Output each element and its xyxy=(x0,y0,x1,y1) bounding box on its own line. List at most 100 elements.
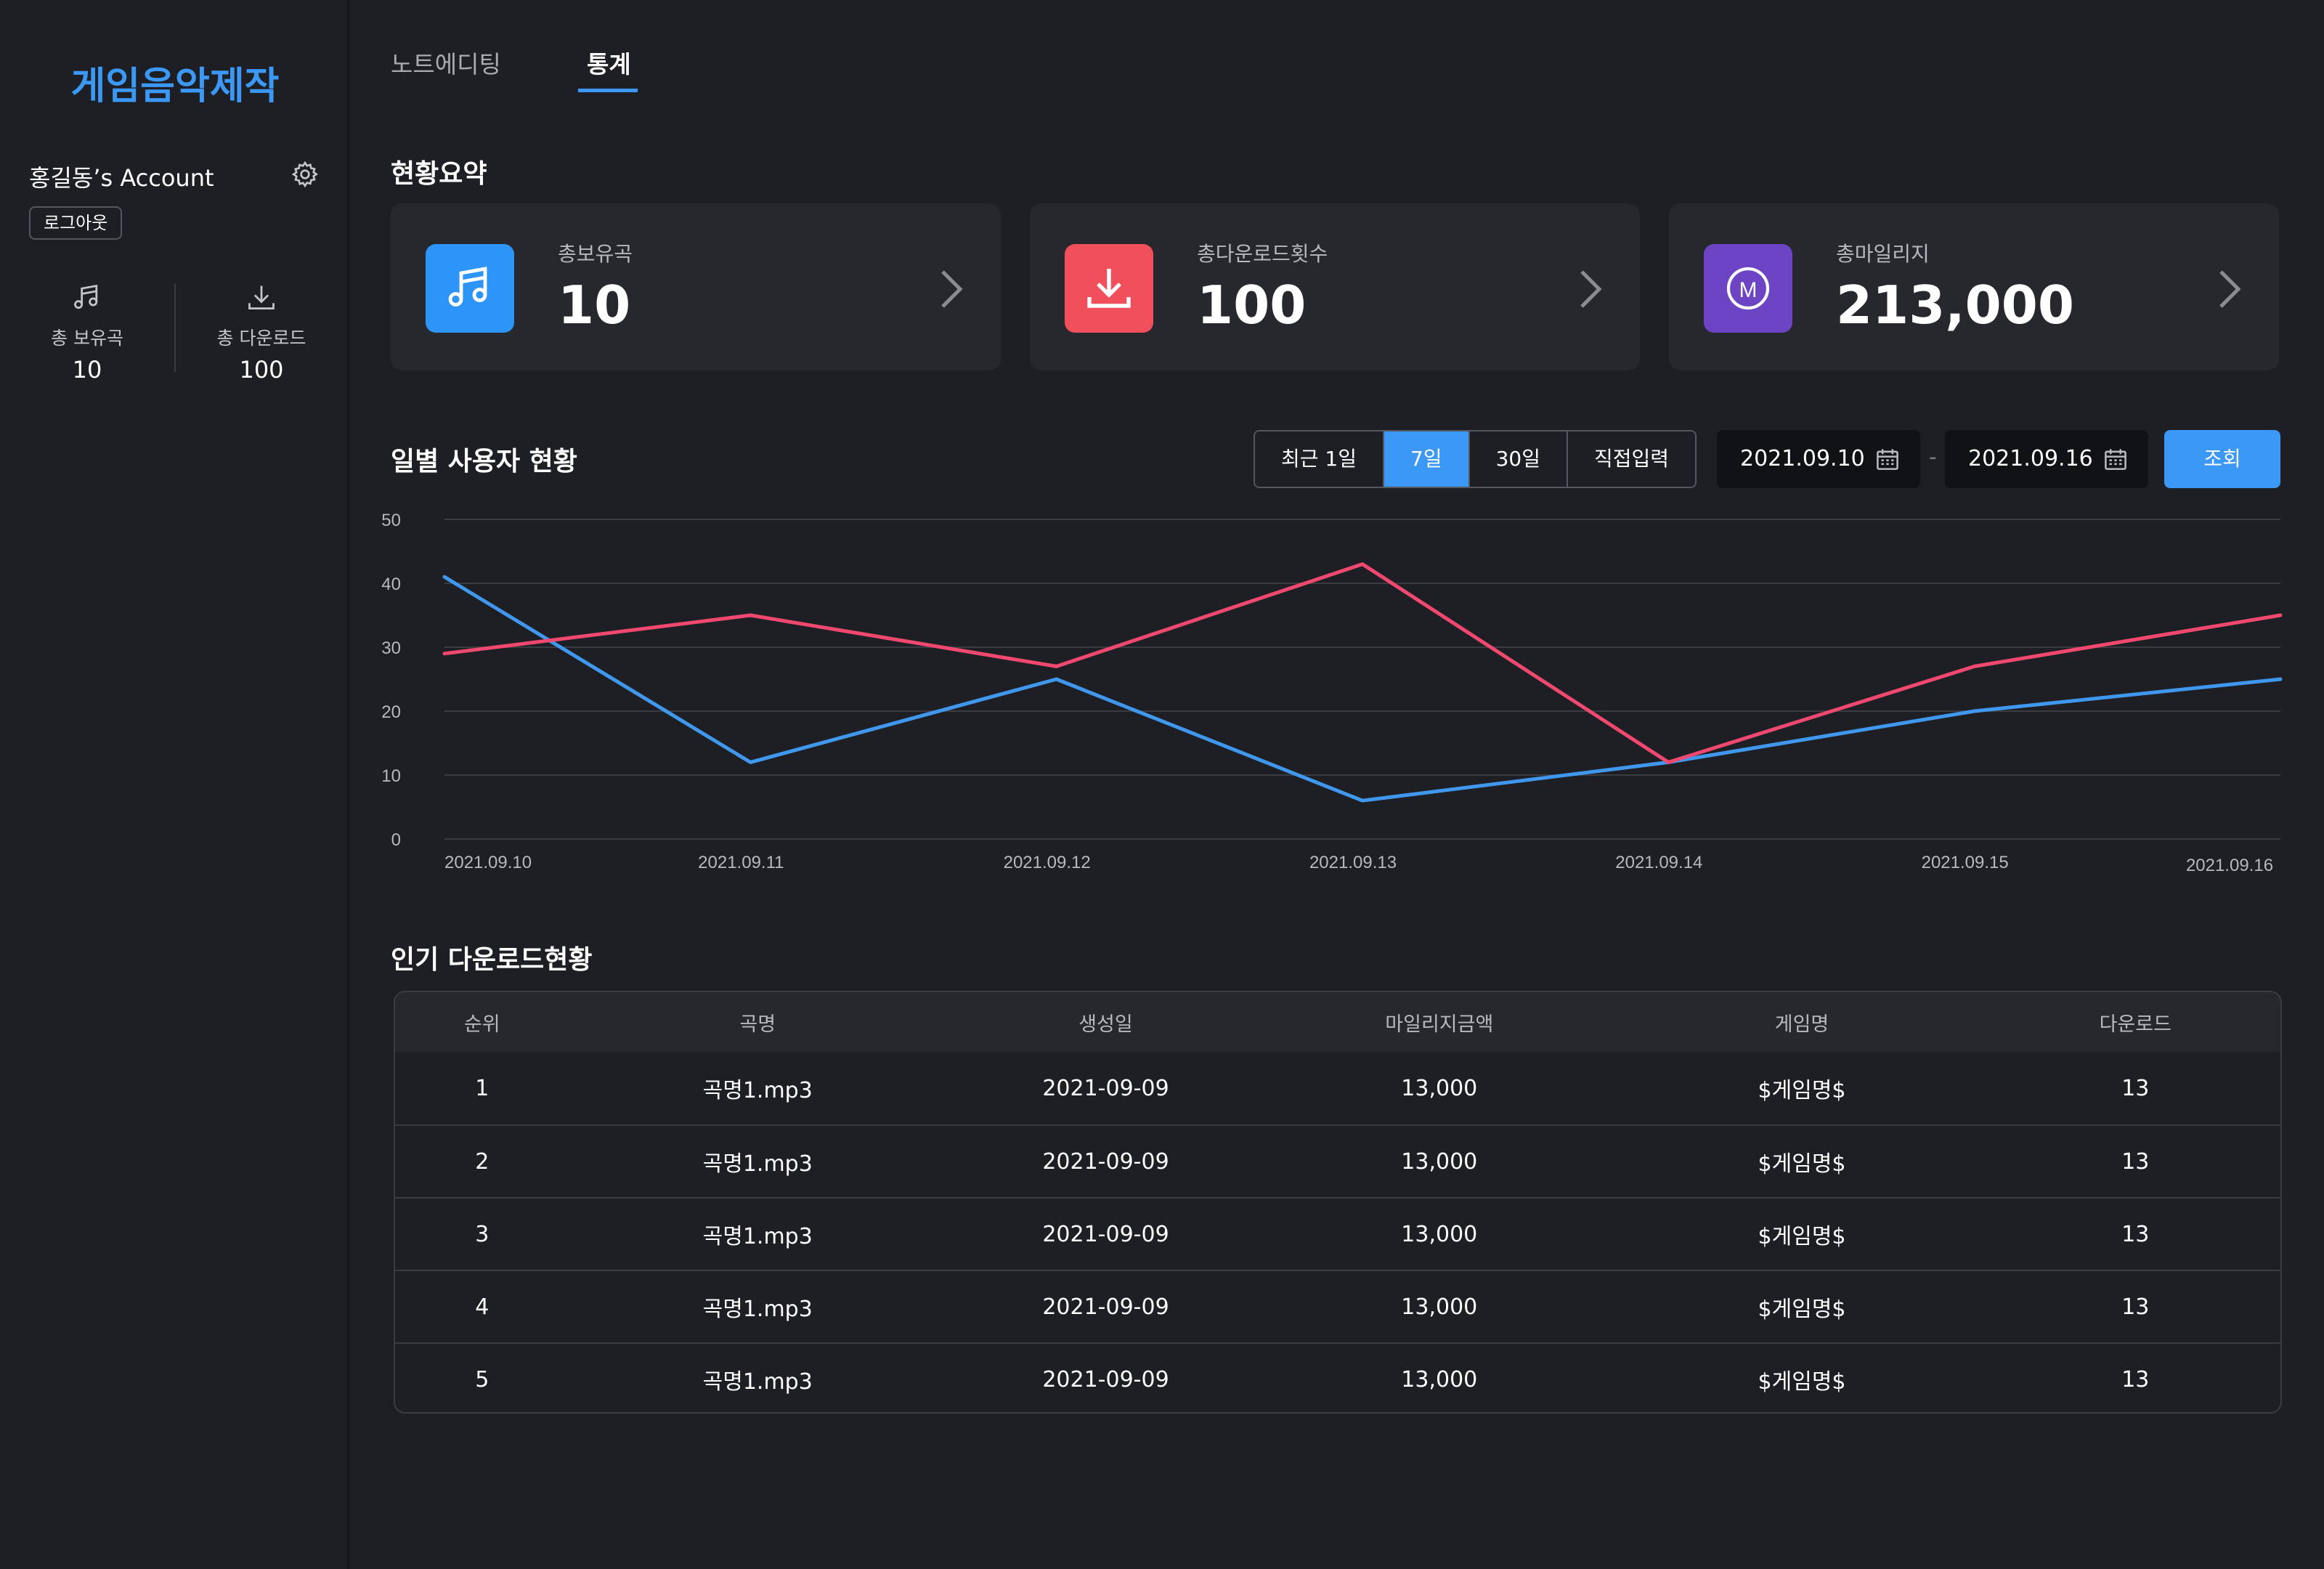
summary-card-downloads[interactable]: 총다운로드횟수 100 xyxy=(1030,203,1640,370)
range-7d-button[interactable]: 7일 xyxy=(1384,431,1470,487)
download-icon xyxy=(1065,244,1153,333)
x-tick-label: 2021.09.16 xyxy=(2186,856,2273,875)
calendar-icon[interactable] xyxy=(2103,446,2128,472)
daily-title: 일별 사용자 현황 xyxy=(391,447,577,477)
table-row[interactable]: 2 곡명1.mp3 2021-09-09 13,000 $게임명$ 13 xyxy=(395,1124,2280,1197)
date-to-input[interactable]: 2021.09.16 xyxy=(1945,430,2148,488)
active-tab-indicator xyxy=(578,89,638,92)
cell-game: $게임명$ xyxy=(1758,1224,1846,1249)
x-tick-label: 2021.09.14 xyxy=(1615,853,1702,872)
card-value: 10 xyxy=(558,275,631,336)
date-from-input[interactable]: 2021.09.10 xyxy=(1717,430,1920,488)
cell-downloads: 13 xyxy=(2121,1366,2150,1392)
x-tick-label: 2021.09.15 xyxy=(1922,853,2009,872)
column-header-rank: 순위 xyxy=(463,1013,500,1036)
cell-created: 2021-09-09 xyxy=(1042,1366,1169,1392)
summary-title: 현황요약 xyxy=(391,159,487,189)
series-line-2 xyxy=(442,562,2283,764)
series-line-1 xyxy=(442,575,2283,803)
cell-created: 2021-09-09 xyxy=(1042,1075,1169,1101)
cell-song: 곡명1.mp3 xyxy=(702,1224,813,1249)
table-row[interactable]: 1 곡명1.mp3 2021-09-09 13,000 $게임명$ 13 xyxy=(395,1052,2280,1124)
query-button[interactable]: 조회 xyxy=(2164,430,2280,488)
music-note-icon xyxy=(426,244,514,333)
cell-rank: 4 xyxy=(475,1294,489,1320)
cell-rank: 3 xyxy=(475,1221,489,1247)
chevron-right-icon[interactable] xyxy=(937,269,966,309)
range-selector: 최근 1일 7일 30일 직접입력 xyxy=(1254,430,1697,488)
cell-rank: 2 xyxy=(475,1148,489,1175)
tab-note-editing[interactable]: 노트에디팅 xyxy=(391,50,501,78)
cell-game: $게임명$ xyxy=(1758,1369,1846,1395)
sidebar-stat-value: 10 xyxy=(72,356,102,384)
date-to-value: 2021.09.16 xyxy=(1968,446,2093,471)
cell-downloads: 13 xyxy=(2121,1221,2150,1247)
chevron-right-icon[interactable] xyxy=(2215,269,2244,309)
sidebar-stat-songs: 총 보유곡 10 xyxy=(15,282,160,384)
app-logo[interactable]: 게임음악제작 xyxy=(70,65,280,108)
x-tick-label: 2021.09.10 xyxy=(444,853,532,872)
column-header-song: 곡명 xyxy=(739,1013,776,1036)
cell-mileage: 13,000 xyxy=(1401,1366,1478,1392)
x-tick-label: 2021.09.12 xyxy=(1004,853,1091,872)
popular-downloads-table: 순위 곡명 생성일 마일리지금액 게임명 다운로드 1 곡명1.mp3 2021-0… xyxy=(394,991,2282,1414)
summary-card-songs[interactable]: 총보유곡 10 xyxy=(391,203,1001,370)
card-label: 총마일리지 xyxy=(1836,242,1930,266)
sidebar: 게임음악제작 홍길동’s Account 로그아웃 총 보유곡 10 총 다운로… xyxy=(0,0,350,1569)
y-tick-label: 40 xyxy=(381,575,401,594)
cell-game: $게임명$ xyxy=(1758,1151,1846,1177)
y-tick-label: 30 xyxy=(381,638,401,658)
card-label: 총다운로드횟수 xyxy=(1197,242,1328,266)
music-note-icon xyxy=(74,284,98,309)
table-row[interactable]: 5 곡명1.mp3 2021-09-09 13,000 $게임명$ 13 xyxy=(395,1342,2280,1412)
range-30d-button[interactable]: 30일 xyxy=(1469,431,1568,487)
account-name: 홍길동’s Account xyxy=(29,164,214,192)
sidebar-stat-downloads: 총 다운로드 100 xyxy=(189,282,334,384)
cell-game: $게임명$ xyxy=(1758,1078,1846,1103)
svg-text:M: M xyxy=(1739,278,1758,302)
cell-mileage: 13,000 xyxy=(1401,1294,1478,1320)
table-body: 1 곡명1.mp3 2021-09-09 13,000 $게임명$ 13 2 곡명1.mp3 2… xyxy=(395,1052,2280,1412)
cell-song: 곡명1.mp3 xyxy=(702,1078,813,1103)
download-icon xyxy=(248,285,275,310)
cell-created: 2021-09-09 xyxy=(1042,1294,1169,1320)
cell-created: 2021-09-09 xyxy=(1042,1148,1169,1175)
y-tick-label: 0 xyxy=(391,830,401,850)
range-custom-button[interactable]: 직접입력 xyxy=(1567,431,1696,487)
cell-rank: 5 xyxy=(475,1366,489,1392)
cell-song: 곡명1.mp3 xyxy=(702,1151,813,1177)
card-label: 총보유곡 xyxy=(558,242,633,266)
cell-song: 곡명1.mp3 xyxy=(702,1369,813,1395)
x-tick-label: 2021.09.13 xyxy=(1309,853,1397,872)
range-1d-button[interactable]: 최근 1일 xyxy=(1255,431,1384,487)
card-value: 100 xyxy=(1197,275,1307,336)
column-header-downloads: 다운로드 xyxy=(2099,1013,2171,1036)
table-row[interactable]: 4 곡명1.mp3 2021-09-09 13,000 $게임명$ 13 xyxy=(395,1270,2280,1342)
cell-created: 2021-09-09 xyxy=(1042,1221,1169,1247)
tab-statistics[interactable]: 통계 xyxy=(587,50,631,78)
cell-mileage: 13,000 xyxy=(1401,1221,1478,1247)
gear-icon[interactable] xyxy=(290,160,320,189)
cell-mileage: 13,000 xyxy=(1401,1075,1478,1101)
chevron-right-icon[interactable] xyxy=(1576,269,1605,309)
cell-game: $게임명$ xyxy=(1758,1297,1846,1322)
mileage-icon: M xyxy=(1704,244,1792,333)
y-tick-label: 50 xyxy=(381,511,401,530)
cell-downloads: 13 xyxy=(2121,1294,2150,1320)
y-tick-label: 10 xyxy=(381,766,401,786)
cell-downloads: 13 xyxy=(2121,1148,2150,1175)
sidebar-divider xyxy=(174,283,176,372)
cell-mileage: 13,000 xyxy=(1401,1148,1478,1175)
date-separator: - xyxy=(1929,445,1937,470)
main-content: 노트에디팅 통계 현황요약 총보유곡 10 총다운로드횟수 100 xyxy=(350,0,2324,1569)
logout-button[interactable]: 로그아웃 xyxy=(29,206,123,240)
daily-users-chart: 0 10 20 30 40 50 2021.09.10 2021.09.11 2021.09.1… xyxy=(381,511,2283,875)
table-row[interactable]: 3 곡명1.mp3 2021-09-09 13,000 $게임명$ 13 xyxy=(395,1197,2280,1270)
calendar-icon[interactable] xyxy=(1875,446,1900,472)
summary-card-mileage[interactable]: M 총마일리지 213,000 xyxy=(1669,203,2279,370)
sidebar-stat-label: 총 보유곡 xyxy=(51,328,123,349)
sidebar-stat-label: 총 다운로드 xyxy=(216,328,306,349)
column-header-game: 게임명 xyxy=(1774,1013,1829,1036)
column-header-created: 생성일 xyxy=(1078,1013,1133,1036)
x-tick-label: 2021.09.11 xyxy=(698,853,784,872)
